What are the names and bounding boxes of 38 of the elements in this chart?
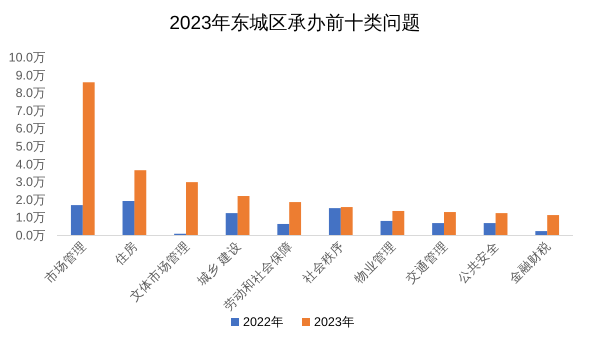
y-tick-label: 8.0万	[16, 86, 46, 100]
bar	[186, 182, 198, 235]
y-tick-label: 7.0万	[16, 104, 46, 118]
bar	[277, 224, 290, 235]
bar	[496, 213, 508, 235]
x-tick-label: 金融财税	[506, 239, 554, 286]
bar	[547, 215, 560, 235]
x-tick-label: 公共安全	[454, 238, 502, 286]
y-tick-label: 9.0万	[16, 68, 46, 82]
y-tick-label: 4.0万	[16, 157, 46, 172]
x-tick-label: 住房	[110, 238, 141, 268]
bar	[392, 210, 404, 235]
bar	[484, 223, 496, 235]
bar	[380, 220, 392, 235]
y-tick-label: 6.0万	[16, 122, 46, 136]
bar	[226, 213, 238, 235]
x-tick-label: 交通管理	[402, 238, 450, 286]
y-tick-label: 1.0万	[16, 210, 46, 225]
y-tick-label: 5.0万	[16, 140, 46, 154]
bar	[238, 196, 250, 235]
y-tick-label: 10.0万	[8, 50, 46, 64]
bar	[432, 223, 444, 235]
bar	[328, 208, 341, 235]
bar	[134, 170, 146, 235]
legend-label: 2023年	[314, 315, 355, 329]
bar	[122, 201, 134, 235]
bar	[444, 212, 456, 235]
bar	[82, 82, 95, 235]
bar	[340, 207, 353, 235]
chart-title: 2023年东城区承办前十类问题	[169, 13, 421, 34]
bar	[535, 231, 548, 235]
bar	[70, 205, 83, 235]
legend-label: 2022年	[243, 315, 284, 329]
bar	[289, 202, 302, 235]
y-tick-label: 2.0万	[16, 192, 46, 207]
x-tick-label: 社会秩序	[300, 238, 347, 286]
y-tick-label: 3.0万	[16, 175, 46, 190]
x-tick-label: 物业管理	[352, 239, 399, 286]
